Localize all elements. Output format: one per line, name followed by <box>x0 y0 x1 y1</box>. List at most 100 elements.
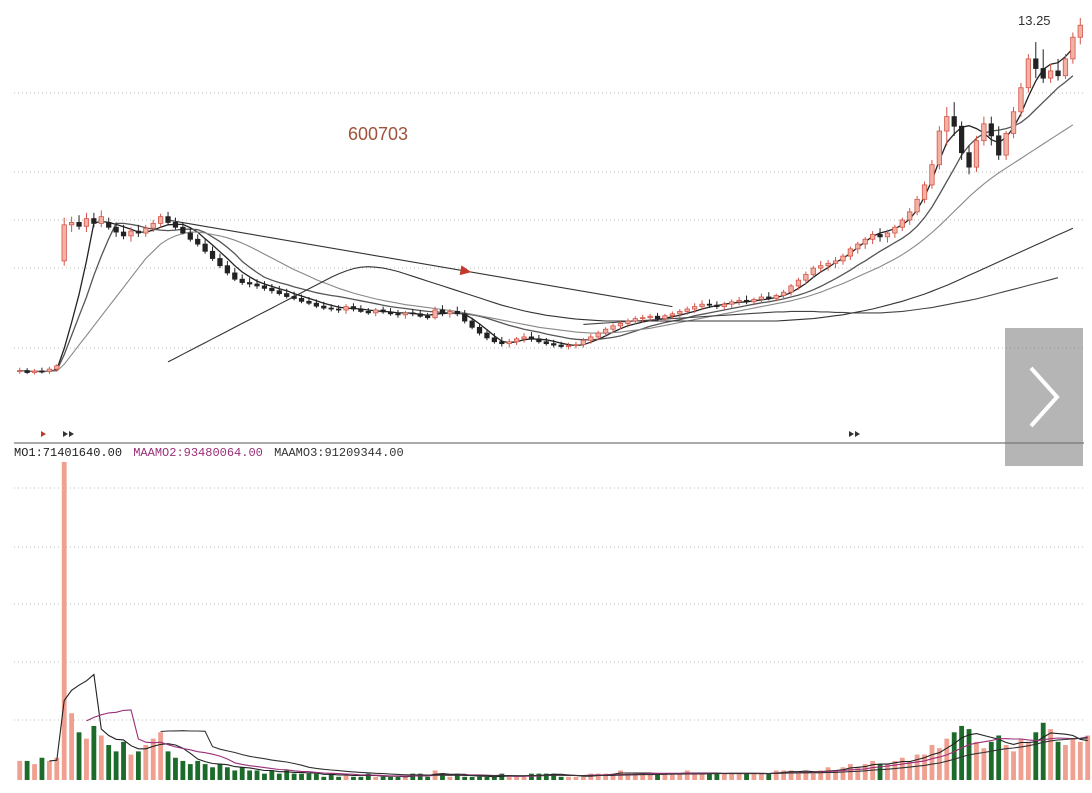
candle-body-114 <box>862 238 868 245</box>
candle-5 <box>54 364 60 372</box>
volume-bar-40 <box>313 773 319 780</box>
candle-106 <box>803 271 809 284</box>
candle-body-97 <box>736 299 742 303</box>
volume-bar-43 <box>336 776 342 780</box>
candle-10 <box>91 212 97 228</box>
candle-31 <box>246 277 253 288</box>
candle-body-83 <box>632 318 638 322</box>
candle-body-93 <box>706 303 713 306</box>
volume-bar-16 <box>135 751 141 780</box>
candle-76 <box>580 337 587 348</box>
candle-body-58 <box>447 311 453 315</box>
volume-bar-103 <box>781 770 787 780</box>
candle-64 <box>491 333 497 344</box>
event-marker-4 <box>855 431 860 437</box>
candle-84 <box>640 314 646 323</box>
candle-140 <box>1055 58 1061 81</box>
volume-bar-131 <box>988 741 994 780</box>
candle-66 <box>506 338 512 348</box>
candle-32 <box>254 279 260 289</box>
next-button[interactable] <box>1005 328 1083 466</box>
candle-body-31 <box>246 282 253 285</box>
candle-85 <box>647 313 653 322</box>
candle-108 <box>818 260 824 273</box>
candle-69 <box>528 332 535 342</box>
candle-74 <box>565 342 572 350</box>
candle-115 <box>870 231 876 245</box>
volume-bar-85 <box>647 773 653 780</box>
volume-bar-98 <box>744 773 749 780</box>
candle-body-101 <box>766 296 772 299</box>
candle-body-38 <box>298 298 305 302</box>
ma-line-MA10 <box>19 75 1074 372</box>
volume-bar-49 <box>380 776 386 780</box>
volume-bar-68 <box>521 776 527 780</box>
candle-body-32 <box>254 283 260 287</box>
event-marker-3 <box>849 431 854 437</box>
candle-126 <box>951 102 957 136</box>
candle-37 <box>291 291 297 301</box>
candle-29 <box>232 268 238 282</box>
candle-body-103 <box>781 291 787 296</box>
candle-73 <box>558 341 564 349</box>
candle-33 <box>261 281 268 291</box>
grid-lines <box>14 92 1084 721</box>
candle-body-26 <box>209 250 216 259</box>
candle-body-29 <box>232 272 238 280</box>
candle-body-79 <box>603 328 609 334</box>
candle-49 <box>380 306 386 314</box>
candle-body-55 <box>424 315 431 319</box>
candle-body-128 <box>966 152 972 168</box>
candle-body-104 <box>788 285 794 293</box>
candle-130 <box>981 116 987 146</box>
candle-70 <box>536 334 542 344</box>
volume-bar-141 <box>1063 745 1068 780</box>
candle-20 <box>165 211 171 225</box>
price-panel <box>17 18 1083 375</box>
candle-45 <box>350 303 357 312</box>
candle-body-2 <box>31 370 38 373</box>
candle-103 <box>781 289 787 300</box>
candle-body-59 <box>454 311 460 315</box>
candle-131 <box>988 116 994 146</box>
candle-body-116 <box>877 234 883 238</box>
volume-bar-123 <box>929 745 935 780</box>
candle-119 <box>899 217 905 232</box>
candle-body-82 <box>625 320 631 324</box>
candle-15 <box>128 227 134 242</box>
price-max-label: 13.25 <box>1018 13 1051 28</box>
candle-body-15 <box>128 230 134 237</box>
candle-body-57 <box>439 309 446 315</box>
volume-bar-26 <box>210 767 215 780</box>
candle-143 <box>1077 18 1083 45</box>
candle-75 <box>573 341 579 349</box>
candle-body-49 <box>380 309 386 313</box>
volume-bar-104 <box>788 770 794 780</box>
candle-body-94 <box>714 304 720 308</box>
candle-body-118 <box>892 226 898 234</box>
candle-body-66 <box>506 341 512 345</box>
candle-body-112 <box>847 248 854 257</box>
volume-bar-32 <box>254 770 260 780</box>
candle-97 <box>736 296 742 306</box>
candle-1 <box>24 368 30 374</box>
ma-line-MA20 <box>19 124 1074 372</box>
candle-body-139 <box>1048 70 1054 79</box>
candle-91 <box>692 303 698 313</box>
volume-bar-44 <box>343 773 349 780</box>
candle-55 <box>424 312 431 320</box>
volume-bar-14 <box>121 741 126 780</box>
candle-body-23 <box>187 232 193 240</box>
volume-bar-110 <box>833 770 838 780</box>
volume-bar-129 <box>974 741 979 780</box>
candle-body-124 <box>936 130 943 166</box>
candle-body-4 <box>46 368 53 372</box>
candle-63 <box>484 329 490 341</box>
chart-title: 600703 <box>348 124 409 144</box>
volume-bar-109 <box>825 767 831 780</box>
candle-60 <box>462 309 468 324</box>
volume-bar-20 <box>165 751 171 780</box>
volume-bar-50 <box>388 776 393 780</box>
volume-bar-84 <box>640 773 646 780</box>
candle-body-62 <box>476 326 483 334</box>
